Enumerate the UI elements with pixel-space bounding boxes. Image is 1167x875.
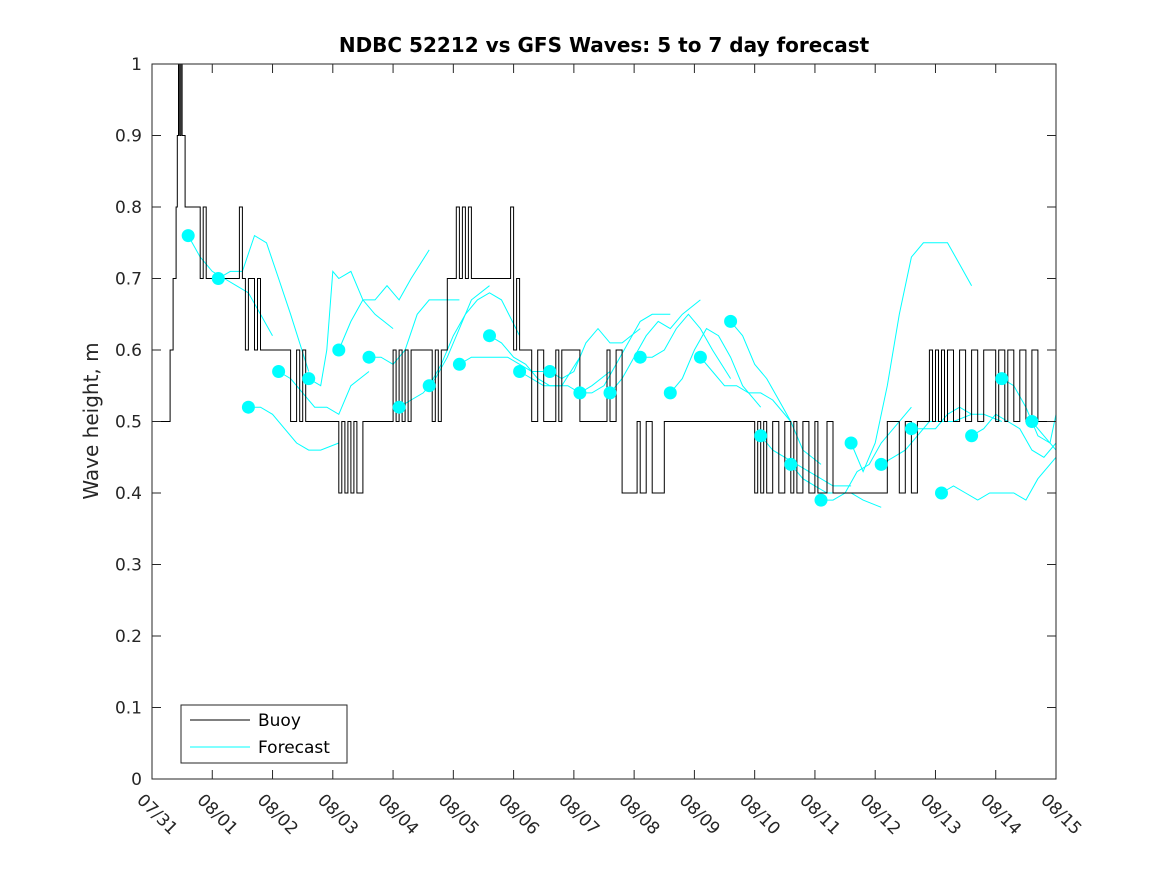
forecast-marker-1 xyxy=(211,272,225,285)
forecast-run-15 xyxy=(640,313,732,379)
forecast-marker-8 xyxy=(422,379,436,393)
forecast-marker-23 xyxy=(874,457,888,471)
forecast-run-12 xyxy=(549,327,641,380)
y-tick-label-0: 0 xyxy=(131,770,142,790)
forecast-marker-11 xyxy=(513,365,527,378)
forecast-marker-0 xyxy=(181,229,195,243)
forecast-run-17 xyxy=(700,356,792,422)
forecast-marker-24 xyxy=(904,422,918,436)
forecast-marker-16 xyxy=(663,386,677,400)
chart-title: NDBC 52212 vs GFS Waves: 5 to 7 day fore… xyxy=(339,33,870,57)
forecast-run-25 xyxy=(941,456,1057,501)
forecast-marker-18 xyxy=(724,314,738,328)
y-tick-label-1: 0.1 xyxy=(115,699,142,719)
series-layer xyxy=(152,63,1057,508)
forecast-run-4 xyxy=(308,270,394,387)
forecast-marker-2 xyxy=(241,400,255,414)
legend-box xyxy=(180,704,348,764)
forecast-marker-27 xyxy=(995,372,1009,386)
y-tick-label-3: 0.3 xyxy=(115,556,142,576)
forecast-marker-20 xyxy=(784,457,798,471)
forecast-run-8 xyxy=(428,292,521,386)
forecast-run-18 xyxy=(730,321,822,465)
y-tick-label-8: 0.8 xyxy=(115,198,142,218)
forecast-marker-10 xyxy=(483,329,496,343)
forecast-marker-6 xyxy=(362,350,376,364)
y-tick-label-10: 1 xyxy=(131,55,142,75)
forecast-run-9 xyxy=(459,356,550,372)
forecast-marker-15 xyxy=(633,350,647,364)
y-axis-label: Wave height, m xyxy=(79,342,103,499)
forecast-run-6 xyxy=(369,299,460,365)
y-tick-label-4: 0.4 xyxy=(115,484,142,504)
forecast-run-3 xyxy=(278,371,370,416)
legend-forecast-label: Forecast xyxy=(258,738,330,758)
y-tick-label-2: 0.2 xyxy=(115,627,142,647)
forecast-marker-28 xyxy=(1025,415,1039,428)
forecast-run-21 xyxy=(821,406,912,501)
buoy-line xyxy=(152,63,1056,494)
forecast-run-5 xyxy=(338,249,430,351)
forecast-run-16 xyxy=(669,327,762,408)
y-tick-label-5: 0.5 xyxy=(115,413,142,433)
forecast-run-26 xyxy=(971,413,1057,458)
forecast-marker-22 xyxy=(844,436,858,450)
forecast-marker-4 xyxy=(302,372,316,386)
legend-buoy-label: Buoy xyxy=(258,711,301,731)
forecast-run-14 xyxy=(609,299,701,394)
forecast-marker-7 xyxy=(392,400,406,414)
forecast-marker-5 xyxy=(332,343,346,357)
forecast-marker-9 xyxy=(452,357,466,371)
forecast-marker-26 xyxy=(965,429,979,443)
forecast-marker-3 xyxy=(272,365,286,378)
forecast-marker-19 xyxy=(754,429,768,443)
forecast-run-1 xyxy=(218,234,310,372)
y-tick-label-7: 0.7 xyxy=(115,270,142,290)
y-tick-label-9: 0.9 xyxy=(115,127,142,147)
forecast-run-0 xyxy=(187,235,273,336)
forecast-run-22 xyxy=(850,242,973,473)
forecast-marker-12 xyxy=(543,365,557,378)
y-tick-label-6: 0.6 xyxy=(115,341,142,361)
forecast-marker-17 xyxy=(693,350,707,364)
forecast-marker-13 xyxy=(573,386,587,400)
legend: Buoy Forecast xyxy=(180,704,348,764)
forecast-marker-21 xyxy=(814,493,828,507)
forecast-marker-25 xyxy=(935,486,948,500)
forecast-run-2 xyxy=(248,406,339,451)
forecast-marker-14 xyxy=(603,386,617,400)
